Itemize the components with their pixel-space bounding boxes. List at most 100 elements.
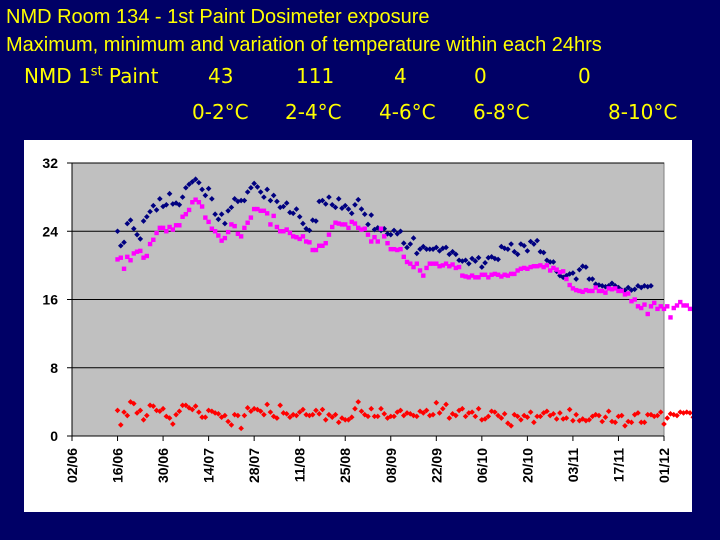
series-3-point (586, 416, 592, 423)
series-2-point (375, 239, 380, 244)
y-axis-ticks: 0 8 16 24 32 (42, 155, 664, 444)
series-1-point (326, 194, 332, 200)
series-1-point (264, 186, 270, 193)
series-3-point (462, 413, 469, 420)
series-2-point (121, 266, 127, 271)
series-1-point (404, 244, 410, 251)
series-2-point (388, 246, 393, 252)
series-3-point (114, 407, 121, 414)
series-1-point (413, 250, 420, 257)
series-2-point (668, 315, 673, 320)
series-3-point (599, 418, 605, 425)
temperature-chart: 0 8 16 24 32 02/06 16/06 30/06 14/07 28/07 11/08 2… (42, 155, 692, 483)
series-2-point (593, 285, 598, 290)
series-3-point (524, 414, 531, 421)
x-tick-label: 08/09 (383, 448, 399, 483)
series-2-point (157, 225, 163, 231)
data-points (114, 176, 692, 432)
series-2-point (541, 264, 546, 270)
series-2-point (313, 247, 319, 253)
series-2-point (284, 227, 289, 232)
series-2-point (479, 272, 485, 277)
series-2-point (560, 269, 566, 274)
series-2-point (564, 276, 569, 282)
series-2-point (404, 259, 410, 265)
series-2-point (521, 265, 527, 271)
series-2-point (586, 288, 592, 294)
series-3-point (335, 419, 342, 426)
series-1-point (550, 259, 557, 265)
series-3-point (189, 406, 196, 413)
series-3-point (381, 411, 388, 417)
series-2-point (330, 224, 335, 230)
series-3-point (544, 408, 550, 415)
series-3-point (492, 409, 498, 415)
series-2-point (336, 221, 341, 226)
series-2-point (658, 304, 663, 309)
series-1-point (150, 202, 157, 209)
series-3-point (183, 402, 189, 409)
series-1-point (270, 192, 277, 199)
series-2-point (619, 288, 624, 294)
series-3-point (482, 416, 488, 422)
series-2-point (167, 224, 172, 230)
series-2-point (635, 304, 641, 309)
series-2-point (453, 265, 459, 271)
y-tick-label: 8 (50, 360, 58, 376)
series-2-point (362, 226, 367, 231)
series-1-point (257, 189, 264, 195)
series-2-point (251, 206, 257, 212)
series-3-point (566, 406, 573, 413)
series-3-point (661, 421, 667, 427)
series-2-point (209, 226, 215, 231)
series-2-point (151, 237, 156, 242)
series-3-point (368, 405, 375, 412)
series-1-point (508, 241, 514, 247)
series-1-point (430, 246, 436, 252)
range-4-6: 4-6°C (379, 100, 436, 124)
series-2-point (528, 264, 533, 270)
series-2-point (128, 258, 133, 263)
series-3-point (332, 411, 339, 418)
series-2-point (385, 240, 390, 246)
series-3-point (550, 411, 557, 417)
series-1-point (615, 284, 622, 291)
summary-label-main: NMD 1 (24, 64, 91, 88)
series-3-point (157, 408, 163, 415)
series-1-point (527, 238, 534, 245)
series-2-point (183, 211, 189, 217)
series-2-point (258, 208, 263, 213)
series-2-point (538, 263, 543, 268)
count-6-8: 0 (474, 64, 487, 88)
series-2-point (508, 271, 514, 277)
series-3-point (166, 415, 173, 421)
series-3-point (644, 411, 651, 418)
series-3-point (420, 410, 427, 416)
series-2-point (590, 288, 595, 294)
summary-label-sup: st (90, 64, 103, 80)
series-2-point (469, 273, 475, 278)
series-3-point (293, 412, 300, 419)
series-2-point (356, 225, 361, 231)
series-3-point (680, 410, 687, 416)
series-3-point (466, 410, 472, 416)
series-2-point (274, 224, 280, 230)
series-1-point (625, 284, 632, 291)
series-2-point (450, 262, 455, 267)
series-2-point (652, 300, 657, 306)
series-3-point (316, 411, 323, 417)
series-2-point (473, 275, 478, 280)
x-tick-label: 03/11 (565, 448, 581, 482)
series-3-point (498, 415, 505, 421)
series-3-point (199, 414, 205, 421)
x-tick-label: 14/07 (201, 448, 217, 483)
series-1-point (361, 211, 368, 217)
series-3-point (358, 408, 365, 415)
series-2-point (323, 240, 328, 246)
series-2-point (372, 235, 377, 240)
series-3-point (264, 401, 270, 408)
series-3-point (410, 412, 417, 419)
x-tick-label: 20/10 (519, 448, 535, 483)
series-3-point (248, 408, 254, 415)
series-1-point (586, 276, 592, 282)
